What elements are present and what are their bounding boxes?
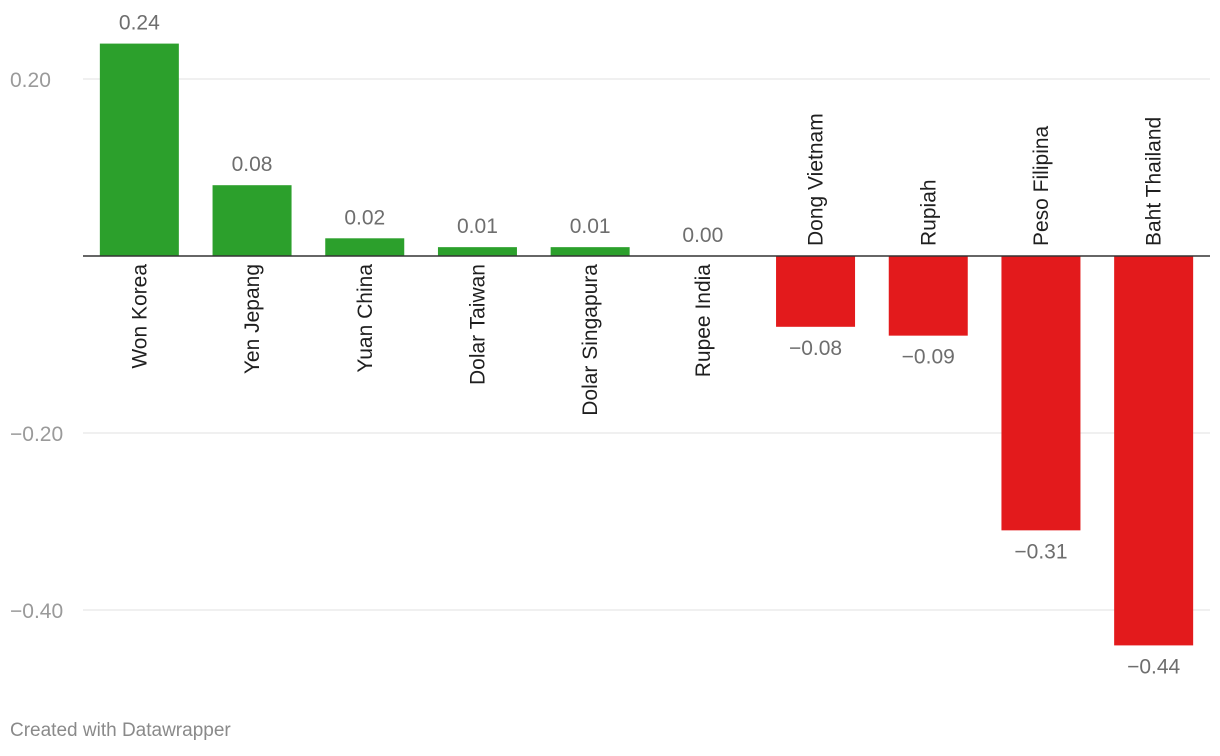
bar-3 [325,238,405,256]
value-label: −0.08 [789,337,842,360]
y-tick-label: −0.20 [10,423,63,446]
category-label: Rupee India [692,264,715,378]
y-tick-label: −0.40 [10,600,63,623]
bar-4 [437,247,517,256]
value-label: 0.01 [570,215,611,238]
value-label: −0.44 [1127,655,1180,678]
footer-credit: Created with Datawrapper [10,720,231,741]
value-label: 0.01 [457,215,498,238]
value-label: 0.00 [682,224,723,247]
bar-10 [1114,256,1194,646]
category-label: Yen Jepang [241,264,264,374]
value-label: 0.08 [232,153,273,176]
category-label: Dolar Taiwan [466,264,489,385]
category-label: Won Korea [128,264,151,369]
bar-5 [550,247,630,256]
category-label: Dong Vietnam [805,113,828,246]
y-tick-label: 0.20 [10,69,51,92]
labels: 0.24 Won Korea 0.08 Yen Jepang 0.02 Yuan Chin… [119,12,1181,679]
category-label: Dolar Singapura [579,264,602,416]
value-label: −0.31 [1014,540,1067,563]
category-label: Peso Filipina [1030,125,1053,246]
value-label: 0.02 [344,206,385,229]
category-label: Baht Thailand [1143,117,1166,246]
bar-8 [888,256,968,336]
category-label: Rupiah [917,179,940,246]
grid-lines: 0.20 −0.20 −0.40 [10,69,1210,623]
value-label: 0.24 [119,12,160,35]
bar-2 [212,185,292,256]
category-label: Yuan China [354,264,377,373]
bar-1 [99,43,179,256]
bars [83,43,1210,646]
bar-9 [1001,256,1081,531]
bar-7 [776,256,856,327]
value-label: −0.09 [902,346,955,369]
